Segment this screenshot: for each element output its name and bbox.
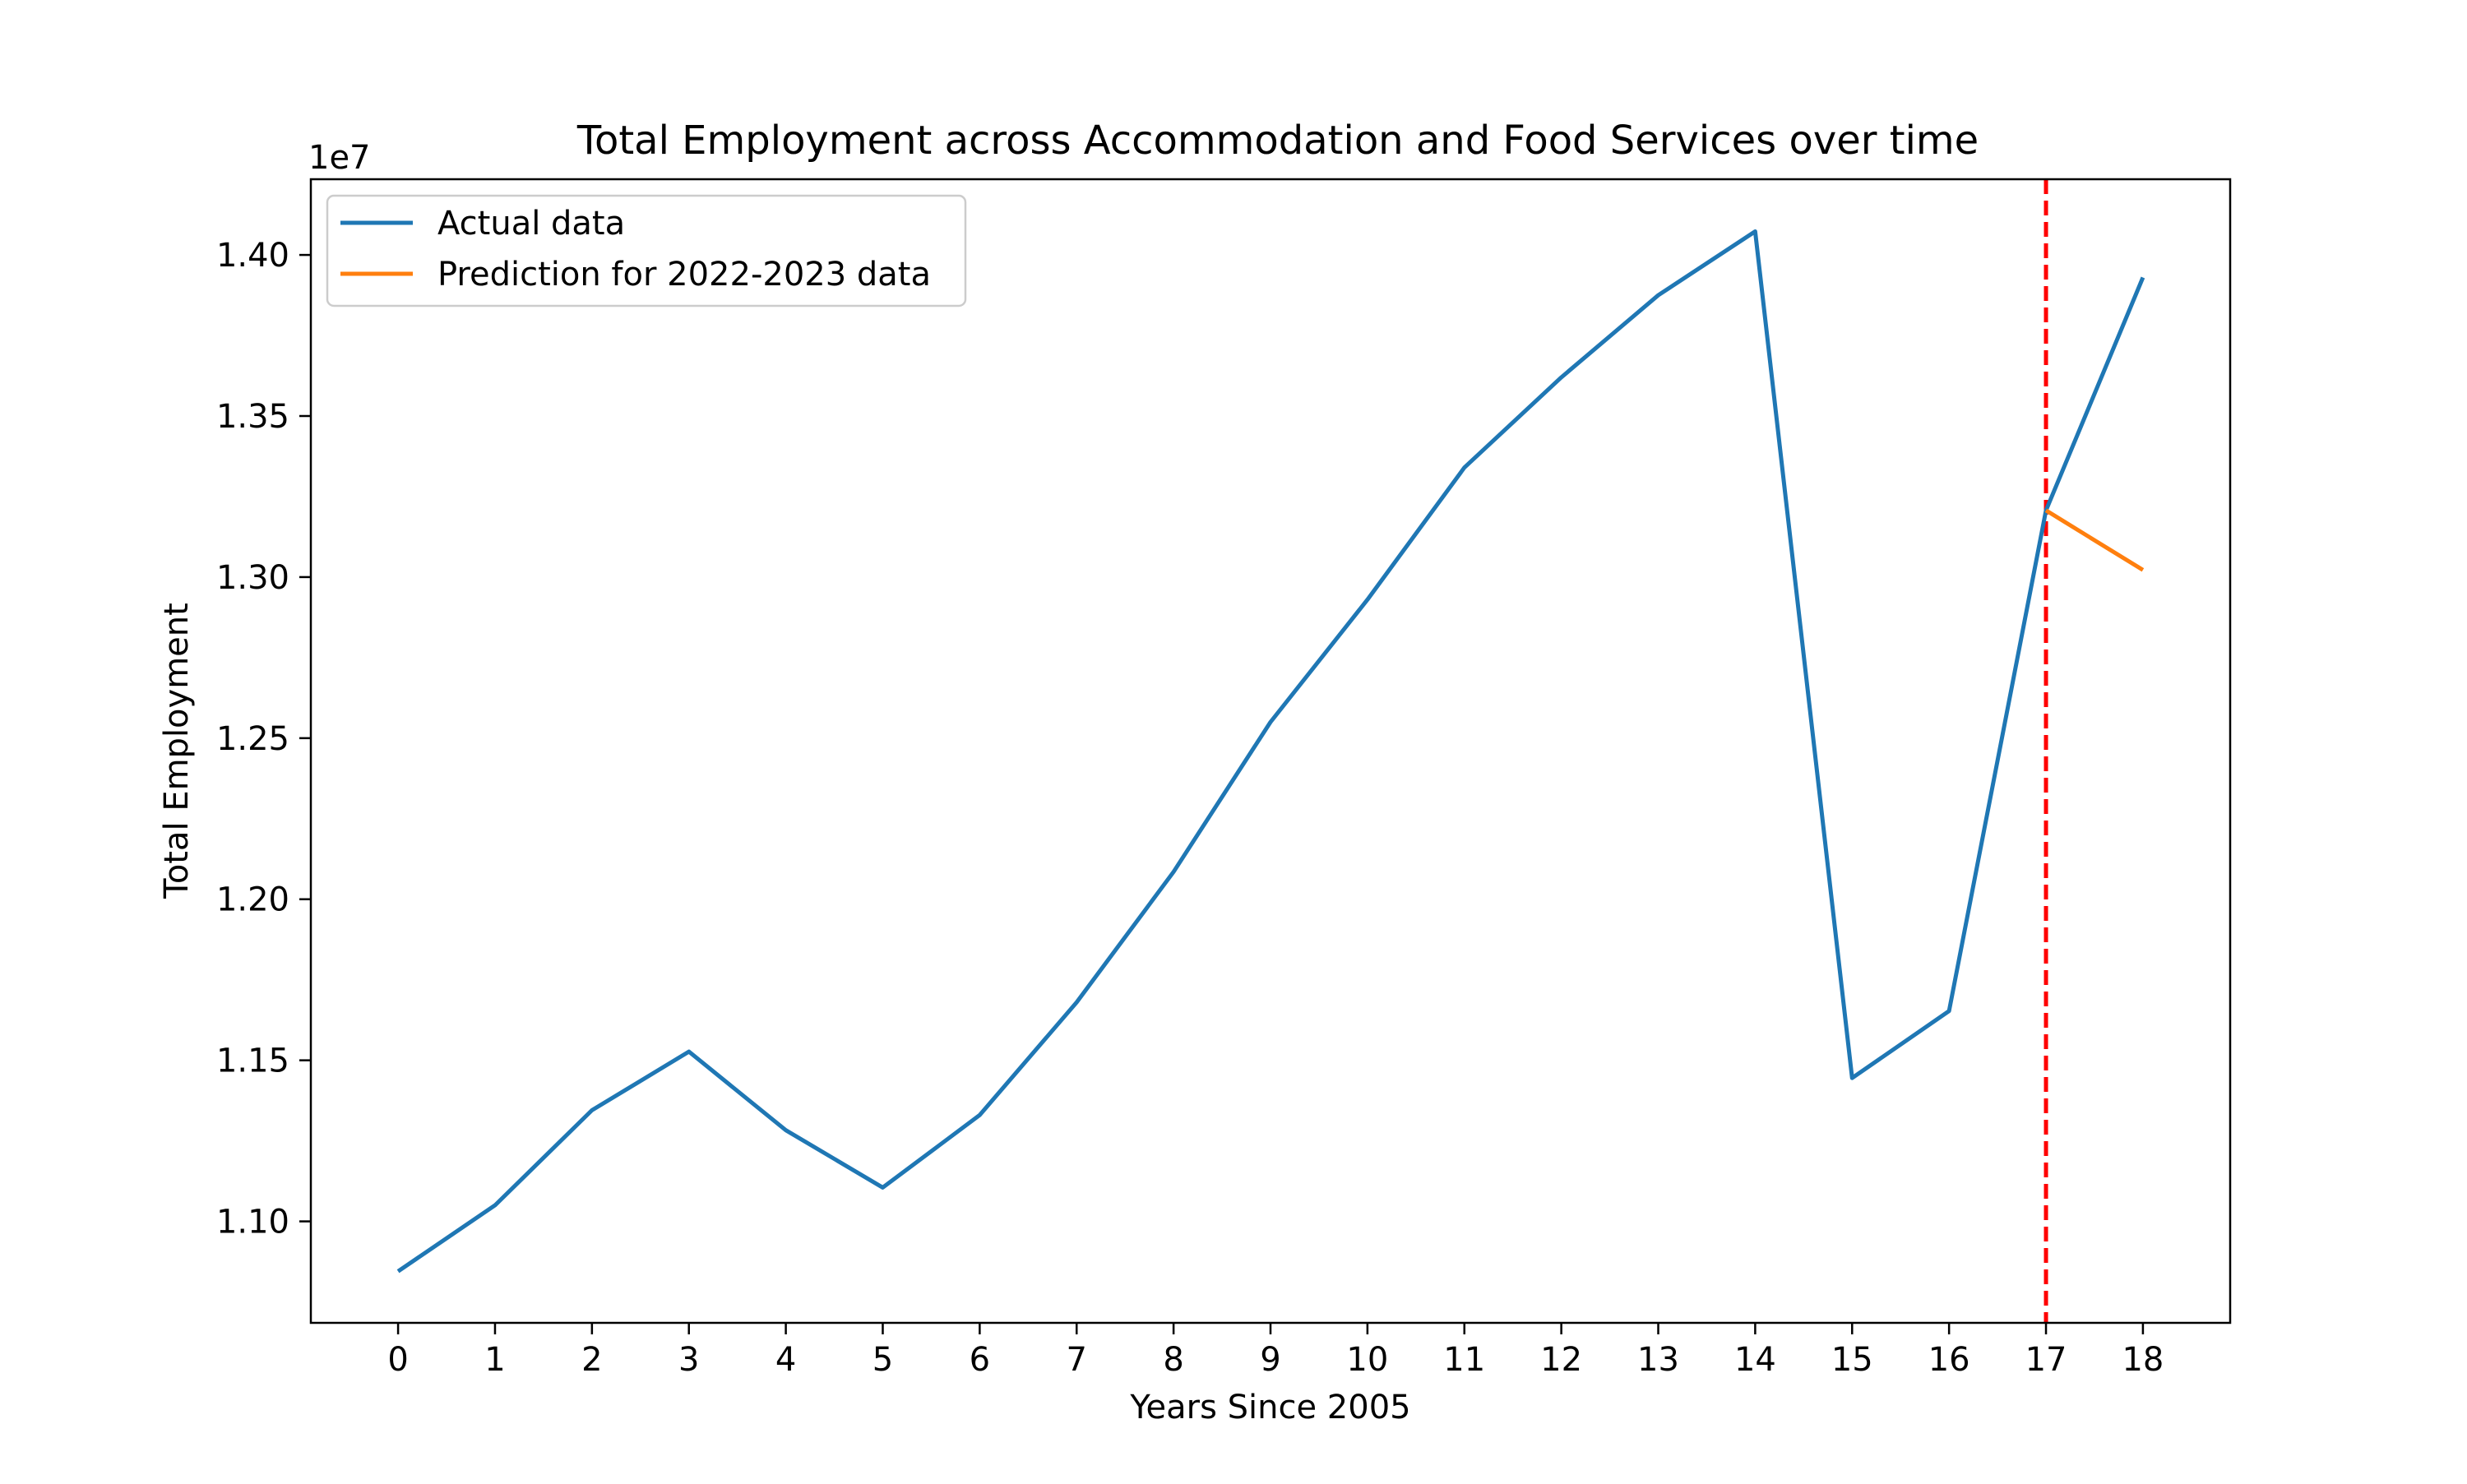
x-tick-label: 18 (2122, 1341, 2164, 1379)
x-tick-label: 7 (1067, 1341, 1087, 1379)
x-tick-label: 11 (1443, 1341, 1485, 1379)
y-tick-label: 1.15 (216, 1042, 289, 1080)
x-tick-label: 13 (1637, 1341, 1679, 1379)
legend-label-prediction: Prediction for 2022-2023 data (437, 256, 931, 294)
x-tick-label: 9 (1260, 1341, 1280, 1379)
x-tick-label: 3 (678, 1341, 699, 1379)
x-tick-label: 6 (970, 1341, 990, 1379)
y-tick-label: 1.35 (216, 398, 289, 436)
series-line-1 (2044, 508, 2145, 572)
y-tick-label: 1.10 (216, 1204, 289, 1241)
x-tick-label: 15 (1831, 1341, 1873, 1379)
y-tick-label: 1.30 (216, 559, 289, 597)
x-axis: 0 1 2 3 4 5 6 7 8 9 10 11 12 13 14 15 16 17 18 (387, 1323, 2164, 1379)
x-tick-label: 2 (581, 1341, 602, 1379)
plot-area (396, 179, 2145, 1323)
legend: Actual data Prediction for 2022-2023 dat… (326, 194, 967, 307)
y-tick-label: 1.25 (216, 720, 289, 758)
y-tick-label: 1.40 (216, 237, 289, 275)
x-tick-label: 17 (2025, 1341, 2067, 1379)
x-axis-label: Years Since 2005 (1129, 1389, 1410, 1426)
x-tick-label: 10 (1346, 1341, 1388, 1379)
x-tick-label: 4 (775, 1341, 796, 1379)
x-tick-label: 8 (1163, 1341, 1183, 1379)
y-axis-offset-label: 1e7 (308, 139, 371, 177)
x-tick-label: 16 (1928, 1341, 1970, 1379)
y-axis: 1.10 1.15 1.20 1.25 1.30 1.35 1.40 (216, 237, 311, 1241)
legend-label-actual: Actual data (437, 205, 625, 243)
x-tick-label: 12 (1540, 1341, 1582, 1379)
y-axis-label: Total Employment (158, 603, 196, 899)
x-tick-label: 0 (387, 1341, 408, 1379)
y-tick-label: 1.20 (216, 881, 289, 919)
x-tick-label: 14 (1734, 1341, 1776, 1379)
legend-box (326, 194, 967, 307)
x-tick-label: 5 (872, 1341, 893, 1379)
x-tick-label: 1 (484, 1341, 505, 1379)
chart-title: Total Employment across Accommodation an… (576, 118, 1979, 164)
series-line-0 (396, 229, 2145, 1274)
